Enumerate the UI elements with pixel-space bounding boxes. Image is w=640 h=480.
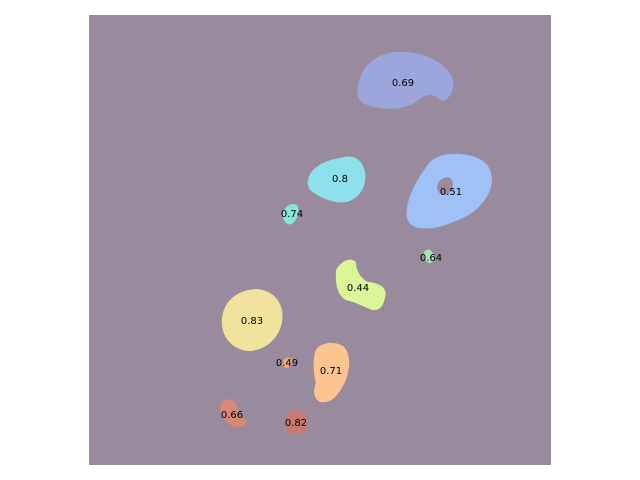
segment-score-label: 0.74 [281,209,303,220]
segment-score-label: 0.66 [221,410,243,421]
segment-blob [221,289,283,351]
segment-blob [285,409,308,435]
segment-score-label: 0.51 [440,187,462,198]
segment-blob [357,51,454,109]
segment-score-label: 0.83 [241,316,263,327]
segment-score-label: 0.71 [320,366,342,377]
segment-blob [423,249,435,263]
segment-score-label: 0.64 [420,253,442,264]
segment-score-label: 0.49 [276,358,298,369]
segment-blob [307,156,366,203]
segment-blob [406,153,492,229]
segment-score-label: 0.69 [392,78,414,89]
segment-score-label: 0.44 [347,283,369,294]
segment-score-label: 0.82 [285,418,307,429]
segment-blob [335,259,386,311]
segment-blob [219,399,247,428]
segment-score-label: 0.8 [332,174,348,185]
segment-blob [282,203,299,225]
segment-blob [282,357,293,368]
segment-blob [313,342,350,403]
